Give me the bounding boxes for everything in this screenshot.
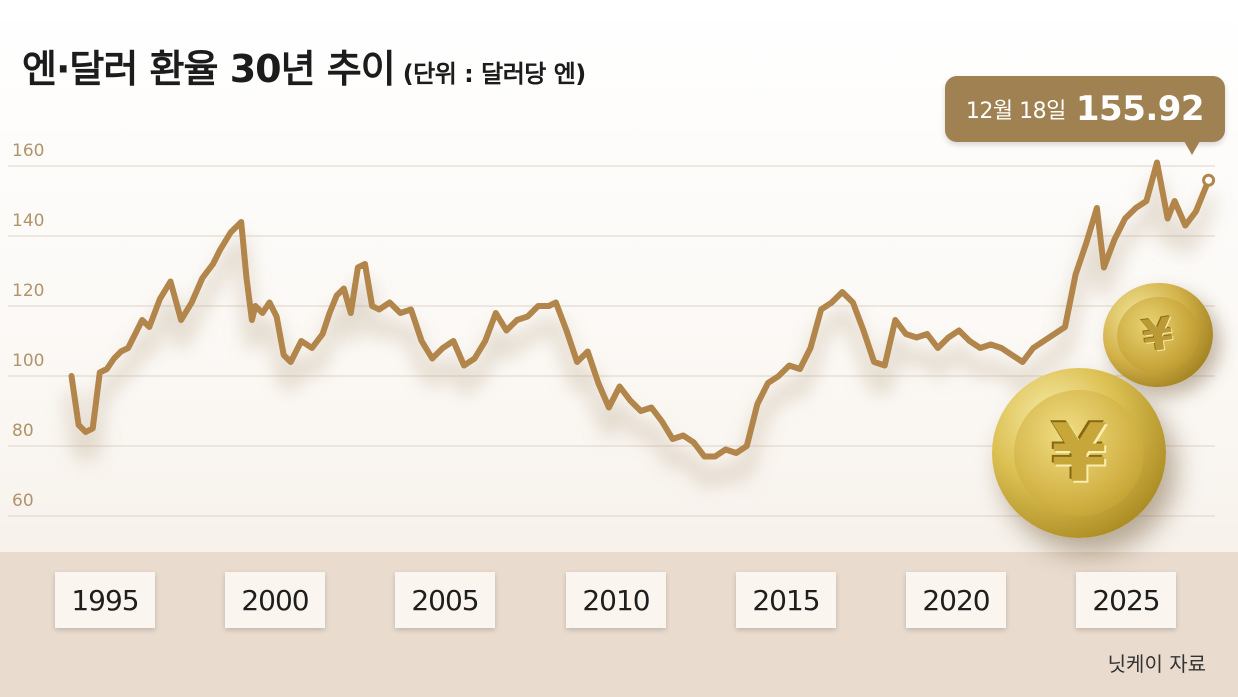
x-tick-label: 2020	[906, 572, 1006, 628]
callout-value: 155.92	[1075, 89, 1205, 129]
chart-title: 엔·달러 환율 30년 추이 (단위 : 달러당 엔)	[22, 38, 586, 93]
y-tick-label: 120	[12, 281, 44, 301]
x-tick-label: 1995	[55, 572, 155, 628]
y-tick-label: 60	[12, 491, 34, 511]
y-tick-label: 160	[12, 141, 44, 161]
x-tick-label: 2010	[566, 572, 666, 628]
latest-value-callout: 12월 18일 155.92	[945, 76, 1225, 142]
series-lines	[68, 159, 1212, 460]
endpoint-marker-group	[1202, 173, 1216, 187]
y-tick-labels: 60 80 100 120 140 160	[12, 141, 44, 511]
series-shadow	[63, 176, 1217, 487]
yen-coin-large-icon: ¥	[992, 368, 1166, 538]
yen-symbol-small: ¥	[1112, 291, 1204, 379]
series-line	[68, 159, 1212, 460]
callout-date: 12월 18일	[965, 99, 1066, 124]
source-note: 닛케이 자료	[1107, 652, 1206, 676]
y-tick-label: 80	[12, 421, 34, 441]
x-tick-label: 2025	[1076, 572, 1176, 628]
x-tick-label: 2000	[225, 572, 325, 628]
y-tick-label: 100	[12, 351, 44, 371]
line-shadow	[63, 176, 1217, 487]
unit-label: (단위 : 달러당 엔)	[402, 60, 587, 88]
endpoint-marker	[1202, 173, 1216, 187]
callout-pointer	[1184, 141, 1200, 155]
x-tick-label: 2005	[395, 572, 495, 628]
yen-symbol-large: ¥	[1014, 390, 1144, 516]
gridlines	[8, 165, 1215, 517]
title-text: 엔·달러 환율 30년 추이	[22, 47, 396, 91]
y-tick-label: 140	[12, 211, 44, 231]
x-tick-label: 2015	[736, 572, 836, 628]
